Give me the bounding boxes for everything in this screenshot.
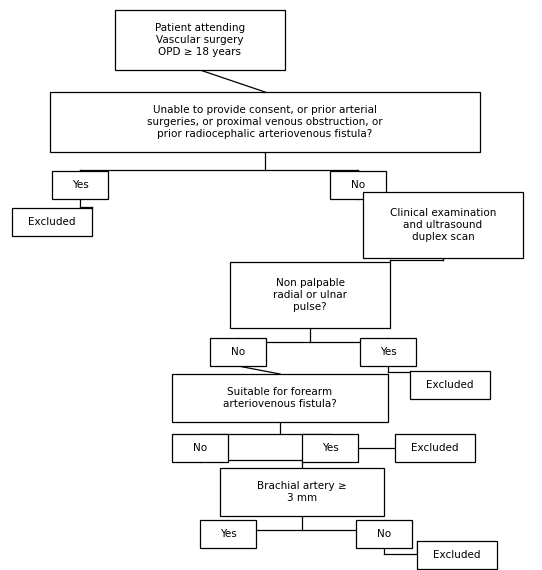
Text: No: No <box>377 529 391 539</box>
FancyBboxPatch shape <box>230 262 390 328</box>
FancyBboxPatch shape <box>172 434 228 462</box>
Text: Excluded: Excluded <box>426 380 474 390</box>
Text: Yes: Yes <box>220 529 236 539</box>
Text: Unable to provide consent, or prior arterial
surgeries, or proximal venous obstr: Unable to provide consent, or prior arte… <box>147 105 383 139</box>
FancyBboxPatch shape <box>417 541 497 569</box>
FancyBboxPatch shape <box>172 374 388 422</box>
FancyBboxPatch shape <box>356 520 412 548</box>
FancyBboxPatch shape <box>115 10 285 70</box>
FancyBboxPatch shape <box>330 171 386 199</box>
Text: Yes: Yes <box>321 443 338 453</box>
FancyBboxPatch shape <box>363 192 523 258</box>
FancyBboxPatch shape <box>210 338 266 366</box>
Text: No: No <box>351 180 365 190</box>
Text: No: No <box>231 347 245 357</box>
FancyBboxPatch shape <box>360 338 416 366</box>
FancyBboxPatch shape <box>200 520 256 548</box>
FancyBboxPatch shape <box>52 171 108 199</box>
Text: Suitable for forearm
arteriovenous fistula?: Suitable for forearm arteriovenous fistu… <box>223 387 337 409</box>
Text: Excluded: Excluded <box>411 443 459 453</box>
FancyBboxPatch shape <box>50 92 480 152</box>
FancyBboxPatch shape <box>395 434 475 462</box>
FancyBboxPatch shape <box>302 434 358 462</box>
Text: Brachial artery ≥
3 mm: Brachial artery ≥ 3 mm <box>257 481 347 503</box>
FancyBboxPatch shape <box>12 208 92 236</box>
Text: Excluded: Excluded <box>28 217 76 227</box>
FancyBboxPatch shape <box>220 468 384 516</box>
Text: Non palpable
radial or ulnar
pulse?: Non palpable radial or ulnar pulse? <box>273 278 347 312</box>
Text: Clinical examination
and ultrasound
duplex scan: Clinical examination and ultrasound dupl… <box>390 209 496 242</box>
Text: Yes: Yes <box>72 180 88 190</box>
Text: Yes: Yes <box>379 347 396 357</box>
Text: Excluded: Excluded <box>433 550 481 560</box>
Text: No: No <box>193 443 207 453</box>
FancyBboxPatch shape <box>410 371 490 399</box>
Text: Patient attending
Vascular surgery
OPD ≥ 18 years: Patient attending Vascular surgery OPD ≥… <box>155 23 245 56</box>
